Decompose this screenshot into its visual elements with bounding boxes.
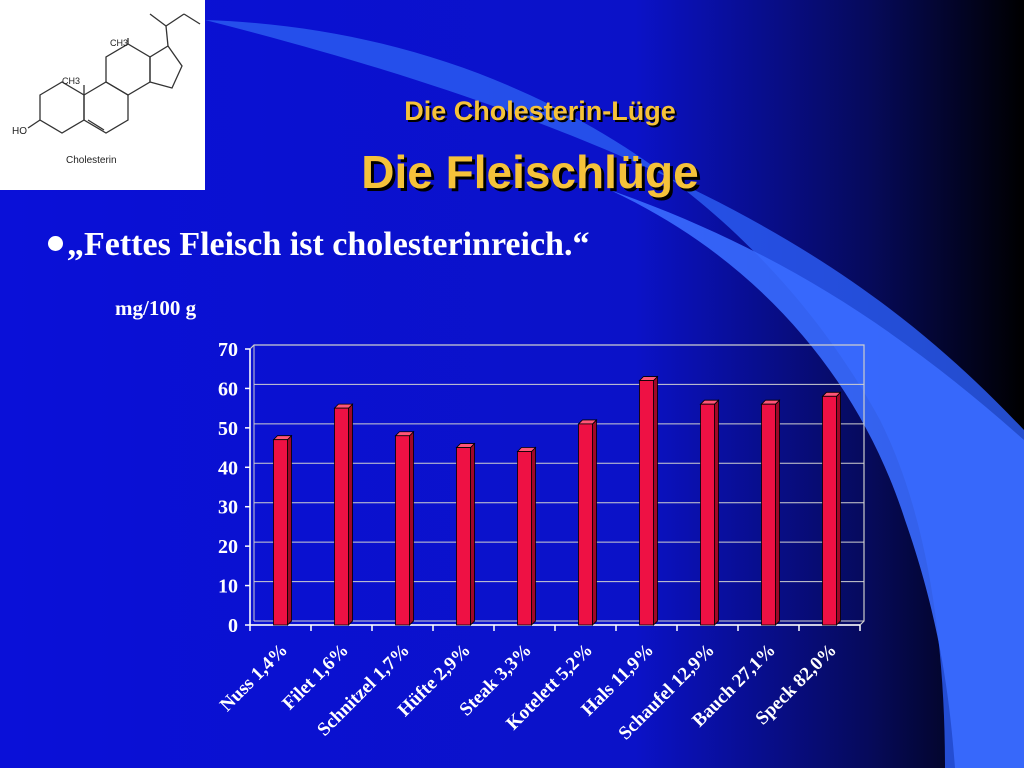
bar [761,403,776,626]
bar-side [470,442,475,626]
bar-side [592,418,597,626]
bar-side [531,446,536,626]
bar-side [714,399,719,626]
y-tick-label: 10 [218,576,238,598]
y-tick-label: 30 [218,497,238,519]
bar [456,447,471,626]
bar [517,451,532,626]
bar [273,439,288,626]
bar-side [775,399,780,626]
bar-side [409,430,414,626]
bar [334,407,349,626]
bar-side [836,391,841,626]
slide-subtitle: Die Cholesterin-Lüge [404,96,676,126]
y-tick-label: 40 [218,457,238,479]
bar [639,380,654,626]
bar-side [348,403,353,626]
ch3-label-2: CH3 [110,38,128,48]
y-tick-label: 70 [218,339,238,361]
bar [395,435,410,626]
bar [578,423,593,626]
ho-label: HO [12,126,27,137]
bar-side [653,375,658,626]
bar-side [287,434,292,626]
y-tick-label: 60 [218,378,238,400]
bar [700,403,715,626]
x-category-label: Nuss 1,4% [216,640,292,716]
molecule-caption: Cholesterin [66,155,117,166]
bullet-dot-icon [48,235,63,251]
y-tick-label: 50 [218,418,238,440]
cholesterol-structure-image: CH3 CH3 HO Cholesterin [0,0,205,190]
y-axis-label: mg/100 g [115,296,197,320]
y-tick-label: 20 [218,536,238,558]
bullet-point: „Fettes Fleisch ist cholesterinreich.“ [48,226,589,264]
bar [822,395,837,626]
bullet-text: „Fettes Fleisch ist cholesterinreich.“ [67,226,590,263]
slide-title: Die Fleischlüge [361,146,699,198]
ch3-label-1: CH3 [62,76,80,86]
y-tick-label: 0 [228,615,238,637]
